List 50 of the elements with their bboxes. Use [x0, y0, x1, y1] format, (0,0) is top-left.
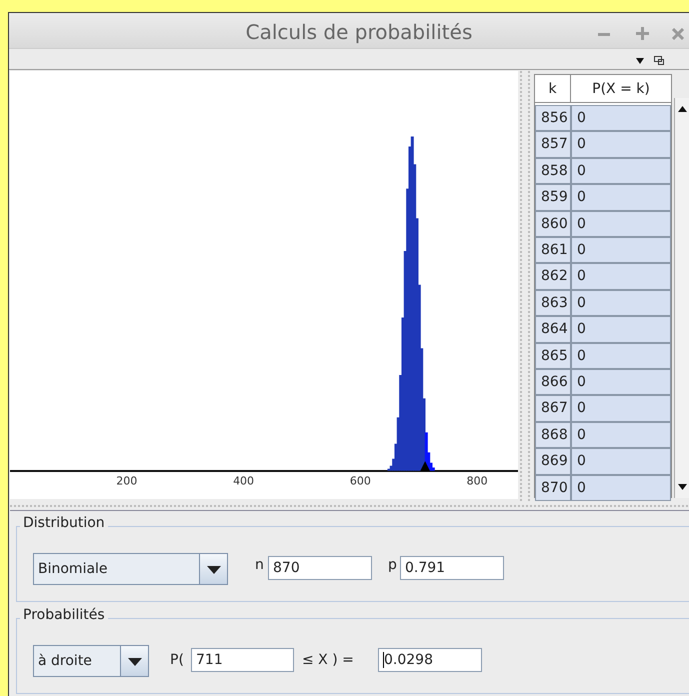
text: 0.0298: [378, 648, 482, 672]
text: 0: [571, 263, 671, 290]
text: 0: [571, 474, 671, 501]
text: 0: [571, 342, 671, 369]
text: n: [255, 557, 264, 573]
text: 0: [571, 184, 671, 211]
text: 860: [535, 210, 571, 237]
text: 865: [535, 342, 571, 369]
annotation: ▲: [420, 458, 430, 474]
text: 870: [268, 556, 372, 580]
text: k: [535, 75, 571, 103]
text: Distribution: [20, 515, 108, 531]
text: P(: [170, 652, 184, 668]
text: 861: [535, 237, 571, 264]
text: 863: [535, 290, 571, 316]
text: 0: [571, 105, 671, 132]
text: P(X = k): [571, 75, 671, 103]
text: 870: [535, 474, 571, 501]
text: 868: [535, 422, 571, 448]
x-tick-label: 600: [350, 474, 371, 488]
text: 0: [571, 131, 671, 158]
text: 0: [571, 448, 671, 475]
chart-title: Calculs de probabilités: [244, 20, 474, 44]
text: Probabilités: [20, 607, 108, 623]
text: 0: [571, 422, 671, 448]
text: 0.791: [400, 556, 504, 580]
x-tick-label: 400: [233, 474, 254, 488]
text: 0: [571, 316, 671, 343]
text: 0: [571, 210, 671, 237]
text: Binomiale: [38, 561, 108, 577]
text: 857: [535, 131, 571, 158]
text: 862: [535, 263, 571, 290]
text: 866: [535, 369, 571, 396]
text: à droite: [38, 653, 92, 669]
text: 0: [571, 290, 671, 316]
x-tick-label: 800: [466, 474, 488, 488]
text: p: [388, 557, 397, 573]
text: 864: [535, 316, 571, 343]
text: 0: [571, 237, 671, 264]
text: 856: [535, 105, 571, 132]
text: 0: [571, 158, 671, 184]
text: 869: [535, 448, 571, 475]
text: 859: [535, 184, 571, 211]
text: 711: [191, 648, 294, 672]
text: 858: [535, 158, 571, 184]
text: 0: [571, 369, 671, 396]
text: 0: [571, 395, 671, 422]
x-tick-label: 200: [116, 474, 138, 488]
text: 867: [535, 395, 571, 422]
text: ≤ X ) =: [302, 652, 354, 668]
